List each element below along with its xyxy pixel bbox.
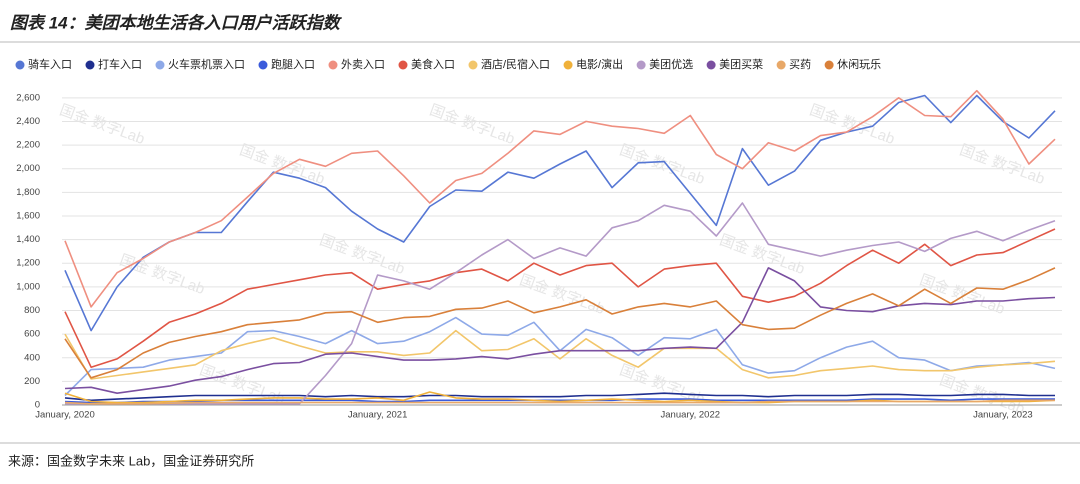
legend-label: 电影/演出 <box>576 57 623 71</box>
watermark: 国金 数字Lab <box>427 102 517 148</box>
series-line <box>65 202 1056 405</box>
legend-marker <box>563 60 573 70</box>
legend: 骑车入口 打车入口 火车票机票入口 跑腿入口 外卖入口 美食入口 酒店/民宿入口 电影/演出 美… <box>15 57 881 71</box>
watermark: 国金 数字Lab <box>317 232 407 278</box>
lines <box>64 89 1056 405</box>
series-line <box>64 89 1056 308</box>
x-tick-label: January, 2022 <box>661 410 721 421</box>
legend-marker <box>706 60 716 70</box>
y-tick-label: 400 <box>24 352 40 363</box>
legend-marker <box>15 60 25 70</box>
y-tick-label: 2,400 <box>16 116 40 127</box>
series-line <box>64 329 1056 380</box>
legend-marker <box>258 60 268 70</box>
y-tick-label: 1,600 <box>16 210 40 221</box>
legend-label: 酒店/民宿入口 <box>481 57 550 71</box>
y-tick-label: 2,200 <box>16 140 40 151</box>
legend-label: 外卖入口 <box>341 58 385 71</box>
y-tick-label: 1,200 <box>16 258 40 269</box>
series-line <box>64 228 1056 368</box>
series-line <box>64 399 1055 405</box>
watermark: 国金 数字Lab <box>117 252 207 298</box>
series-line <box>64 392 1055 402</box>
chart-title: 图表 14：美团本地生活各入口用户活跃指数 <box>10 13 343 32</box>
legend-marker <box>328 60 338 70</box>
watermark: 国金 数字Lab <box>237 142 327 188</box>
legend-label: 打车入口 <box>98 57 142 71</box>
legend-label: 休闲玩乐 <box>837 57 881 71</box>
grid: 0 200 400 600 800 1,000 1,200 1,400 1,600 1,800 2,… <box>16 92 1062 421</box>
x-tick-label: January, 2020 <box>35 410 95 421</box>
x-tick-label: January, 2021 <box>348 410 408 421</box>
y-tick-label: 800 <box>24 305 40 316</box>
legend-label: 美团优选 <box>649 58 693 71</box>
y-tick-label: 1,400 <box>16 234 40 245</box>
legend-label: 美食入口 <box>411 57 455 71</box>
legend-label: 骑车入口 <box>28 57 72 71</box>
y-tick-label: 2,000 <box>16 163 40 174</box>
legend-marker <box>824 60 834 70</box>
legend-label: 买药 <box>789 58 811 71</box>
series-line <box>64 267 1056 379</box>
series-line <box>64 94 1056 332</box>
legend-marker <box>468 60 478 70</box>
legend-label: 美团买菜 <box>719 58 763 71</box>
y-tick-label: 200 <box>24 376 40 387</box>
watermark: 国金 数字Lab <box>957 142 1047 188</box>
legend-label: 跑腿入口 <box>271 57 315 71</box>
legend-marker <box>398 60 408 70</box>
y-tick-label: 0 <box>35 400 40 411</box>
legend-marker <box>776 60 786 70</box>
y-tick-label: 2,600 <box>16 92 40 103</box>
watermark: 国金 数字Lab <box>617 142 707 188</box>
series-line <box>64 316 1056 397</box>
legend-marker <box>636 60 646 70</box>
y-tick-label: 1,000 <box>16 281 40 292</box>
y-tick-label: 1,800 <box>16 187 40 198</box>
y-tick-label: 600 <box>24 329 40 340</box>
legend-marker <box>85 60 95 70</box>
series-line <box>64 267 1056 394</box>
watermark: 国金 数字Lab <box>717 232 807 278</box>
x-tick-label: January, 2023 <box>973 410 1033 421</box>
watermark: 国金 数字Lab <box>57 102 147 148</box>
legend-marker <box>155 60 165 70</box>
watermark: 国金 数字Lab <box>917 272 1007 318</box>
legend-label: 火车票机票入口 <box>168 57 245 71</box>
source: 来源：国金数字未来 Lab，国金证券研究所 <box>8 453 254 468</box>
